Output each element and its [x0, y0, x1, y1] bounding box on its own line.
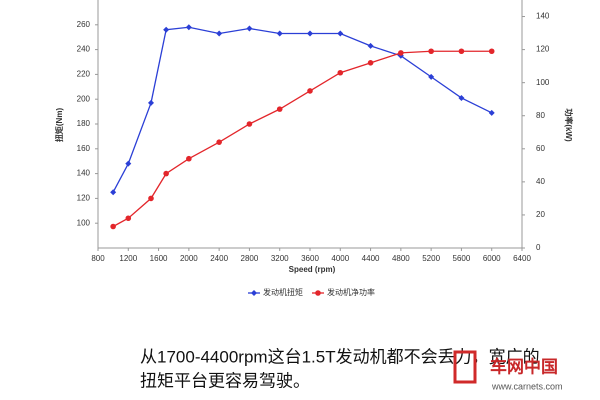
diamond-marker	[163, 26, 170, 33]
diamond-marker	[246, 25, 253, 32]
x-tick-label: 5200	[422, 254, 440, 263]
y-tick-label: 260	[77, 20, 91, 29]
x-tick-label: 3200	[271, 254, 289, 263]
watermark-url: www.carnets.com	[491, 381, 563, 391]
x-tick-label: 1200	[119, 254, 137, 263]
diamond-marker	[458, 94, 465, 101]
x-tick-label: 1600	[150, 254, 168, 263]
y2-tick-label: 20	[536, 210, 545, 219]
y2-tick-label: 40	[536, 177, 545, 186]
circle-marker	[110, 223, 116, 230]
legend-label: 发动机扭矩	[263, 287, 303, 297]
circle-marker	[458, 48, 465, 55]
logo	[453, 350, 477, 384]
y2-tick-label: 80	[536, 111, 545, 120]
y2-tick-label: 100	[536, 78, 550, 87]
diamond-marker	[367, 42, 374, 49]
caption: 扭矩平台更容易驾驶。	[140, 371, 310, 390]
series-line	[112, 26, 493, 193]
diamond-marker	[125, 160, 132, 167]
y2-tick-label: 60	[536, 144, 545, 153]
x-axis-label: Speed (rpm)	[289, 265, 336, 274]
x-tick-label: 2400	[210, 254, 228, 263]
x-tick-label: 2800	[241, 254, 259, 263]
y-tick-label: 120	[77, 194, 91, 203]
y-tick-label: 180	[77, 119, 91, 128]
y-tick-label: 160	[77, 144, 91, 153]
y-tick-label: 200	[77, 94, 91, 103]
x-tick-label: 4800	[392, 254, 410, 263]
diamond-marker	[216, 30, 223, 37]
x-tick-label: 5600	[453, 254, 471, 263]
circle-marker	[186, 155, 192, 162]
x-tick-label: 2000	[180, 254, 198, 263]
x-tick-label: 4000	[331, 254, 349, 263]
circle-marker	[125, 215, 132, 222]
circle-marker	[488, 48, 495, 55]
diamond-marker	[185, 24, 192, 31]
circle-marker	[246, 121, 253, 127]
series-line	[112, 50, 492, 228]
y2-tick-label: 0	[536, 243, 541, 252]
y-tick-label: 100	[77, 218, 91, 227]
circle-marker	[163, 170, 169, 177]
x-tick-label: 6400	[513, 254, 531, 263]
watermark-brand: 车网中国	[490, 356, 558, 376]
circle-marker	[216, 139, 222, 145]
circle-marker	[428, 48, 434, 55]
x-tick-label: 800	[91, 254, 105, 263]
diamond-marker	[110, 189, 117, 196]
y2-tick-label: 140	[536, 12, 550, 21]
y2-tick-label: 120	[536, 45, 550, 54]
diamond-marker	[276, 30, 283, 37]
circle-marker	[276, 106, 283, 112]
x-tick-label: 3600	[301, 254, 319, 263]
y-tick-label: 240	[77, 45, 91, 54]
x-tick-label: 4400	[362, 254, 380, 263]
diamond-marker	[307, 30, 313, 37]
y2-axis-label: 功率(kW)	[564, 108, 574, 142]
x-tick-label: 6000	[483, 254, 501, 263]
diamond-marker	[337, 30, 344, 37]
diamond-marker	[488, 109, 495, 116]
legend-label: 发动机净功率	[327, 287, 375, 297]
circle-marker	[367, 60, 374, 66]
y-tick-label: 140	[77, 169, 91, 178]
circle-marker	[398, 50, 404, 56]
y-tick-label: 220	[77, 70, 91, 79]
circle-marker	[315, 290, 321, 296]
diamond-marker	[251, 290, 257, 296]
y-axis-label: 扭矩(Nm)	[54, 108, 64, 143]
circle-marker	[337, 69, 344, 76]
diamond-marker	[428, 73, 435, 80]
circle-marker	[148, 195, 154, 202]
caption: 从1700-4400rpm这台1.5T发动机都不会丢力，宽广的	[140, 347, 540, 366]
circle-marker	[307, 88, 313, 94]
diamond-marker	[148, 99, 154, 106]
